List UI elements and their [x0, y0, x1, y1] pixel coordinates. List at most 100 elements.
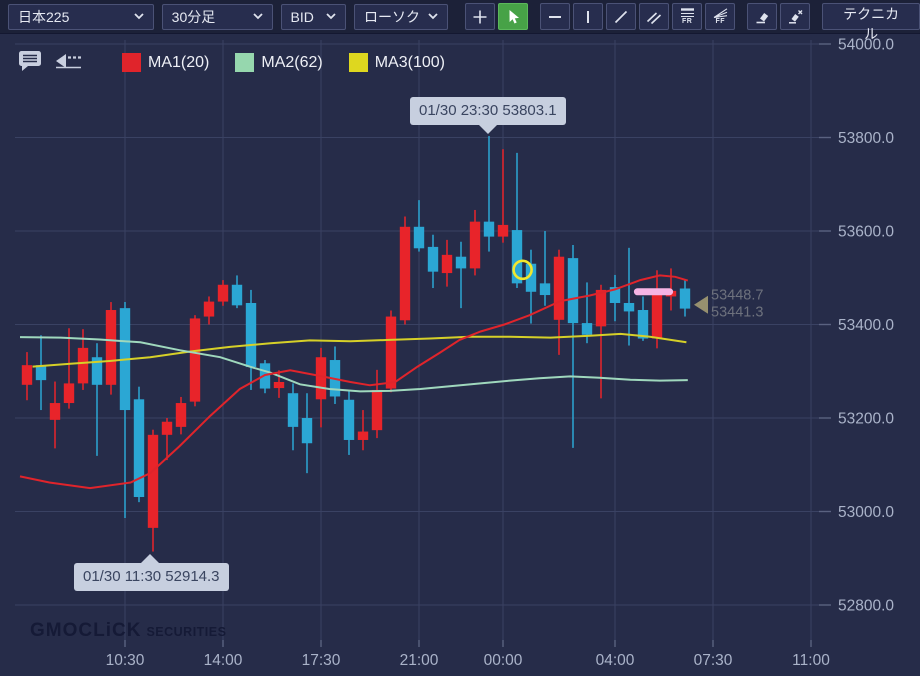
- y-axis-label: 54000.0: [838, 37, 894, 54]
- candle-body: [35, 365, 47, 381]
- trend-line-icon: [615, 10, 628, 23]
- current-price-label-upper: 53448.7: [711, 288, 763, 304]
- candle-body: [371, 389, 383, 431]
- candle-body: [315, 357, 327, 400]
- y-axis-label: 53800.0: [838, 130, 894, 147]
- crosshair-tool-button[interactable]: [464, 3, 496, 30]
- candle-body: [609, 287, 621, 303]
- erase-all-button[interactable]: [780, 3, 811, 30]
- x-axis-label: 07:30: [694, 652, 733, 669]
- candle-body: [63, 383, 75, 404]
- vertical-line-icon: [587, 10, 590, 23]
- candle-body: [161, 421, 173, 435]
- candle-body: [483, 221, 495, 237]
- candle-body: [105, 310, 117, 385]
- trend-line-tool-button[interactable]: [606, 3, 637, 30]
- y-axis-label: 53600.0: [838, 224, 894, 241]
- candle-body: [581, 323, 593, 335]
- ma1-label: MA1(20): [148, 53, 210, 71]
- candle-body: [273, 382, 285, 389]
- fibonacci-fan-icon: [713, 8, 728, 18]
- candle-body: [91, 357, 103, 385]
- price-type-select[interactable]: BID: [280, 3, 346, 30]
- candlestick-chart-canvas[interactable]: 54000.0 53800.0 53600.0 53400.0 53200.0 53000…: [0, 34, 920, 676]
- low-price-callout-text: 01/30 11:30 52914.3: [83, 568, 220, 585]
- candle-body: [427, 246, 439, 272]
- current-price-arrow-icon: [694, 295, 708, 314]
- candle-body: [441, 254, 453, 274]
- horizontal-line-tool-button[interactable]: [540, 3, 571, 30]
- ma2-label: MA2(62): [261, 53, 323, 71]
- eraser-all-icon: [789, 9, 803, 24]
- ma2-line: [19, 336, 688, 393]
- legend-item-ma2: MA2(62): [235, 53, 323, 72]
- legend-item-ma3: MA3(100): [348, 53, 445, 72]
- chevron-down-icon: [252, 13, 263, 20]
- chevron-down-icon: [428, 13, 438, 20]
- chart-type-select[interactable]: ローソク: [353, 3, 448, 30]
- ff-label: FF: [715, 18, 725, 25]
- drawn-ellipse-marker[interactable]: [512, 259, 533, 281]
- candle-body: [77, 347, 89, 384]
- instrument-select[interactable]: 日本225: [8, 3, 154, 30]
- candle-body: [217, 284, 229, 302]
- price-type-label: BID: [290, 8, 314, 25]
- candle-body: [567, 258, 579, 324]
- fr-label: FR: [682, 18, 693, 25]
- candle-body: [679, 288, 691, 309]
- timeframe-select[interactable]: 30分足: [161, 3, 273, 30]
- x-axis-label: 04:00: [596, 652, 635, 669]
- candle-body: [231, 284, 243, 306]
- candle-body: [49, 403, 61, 420]
- scroll-to-latest-icon[interactable]: [54, 53, 82, 72]
- candle-body: [539, 283, 551, 296]
- crosshair-icon: [473, 10, 487, 23]
- fibonacci-retracement-tool-button[interactable]: FR: [672, 3, 703, 30]
- toolbar: 日本225 30分足 BID ローソク: [0, 0, 920, 42]
- candle-body: [455, 256, 467, 269]
- ma3-color-swatch: [348, 53, 368, 72]
- chart-area: 54000.0 53800.0 53600.0 53400.0 53200.0 53000…: [0, 34, 920, 676]
- x-axis-label: 10:30: [106, 652, 145, 669]
- candle-body: [175, 403, 187, 427]
- technical-indicators-button[interactable]: テクニカル: [822, 3, 920, 42]
- gmo-click-logo: GMOCLiCK SECURITIES: [30, 620, 226, 642]
- candle-body: [525, 263, 537, 292]
- candle-body: [469, 221, 481, 269]
- chevron-down-icon: [326, 13, 336, 20]
- ma3-label: MA3(100): [374, 53, 445, 71]
- candle-body: [203, 301, 215, 317]
- instrument-label: 日本225: [18, 8, 70, 25]
- ma1-line: [19, 274, 689, 490]
- ma2-color-swatch: [235, 53, 255, 72]
- chart-type-label: ローソク: [363, 8, 420, 25]
- logo-brand-text: GMOCLiCK: [30, 620, 142, 641]
- vertical-line-tool-button[interactable]: [573, 3, 604, 30]
- candle-body: [287, 393, 299, 427]
- parallel-lines-tool-button[interactable]: [639, 3, 670, 30]
- candle-body: [343, 399, 355, 440]
- chevron-down-icon: [134, 13, 144, 20]
- x-axis-label: 11:00: [792, 652, 830, 669]
- fibonacci-fan-tool-button[interactable]: FF: [705, 3, 736, 30]
- chat-bubble-icon[interactable]: [18, 50, 44, 75]
- fibonacci-retracement-icon: [680, 8, 694, 18]
- horizontal-line-icon: [549, 15, 562, 18]
- candle-body: [21, 365, 33, 385]
- candle-body: [511, 230, 523, 284]
- x-axis-label: 17:30: [302, 652, 341, 669]
- timeframe-label: 30分足: [171, 8, 216, 25]
- cursor-tool-button[interactable]: [498, 3, 529, 30]
- candle-body: [301, 418, 313, 444]
- logo-suffix-text: SECURITIES: [146, 625, 227, 639]
- low-price-callout: 01/30 11:30 52914.3: [74, 554, 229, 591]
- candle-body: [245, 302, 257, 368]
- parallel-lines-icon: [647, 11, 662, 24]
- x-axis-label: 14:00: [204, 652, 243, 669]
- candle-body: [385, 316, 397, 389]
- y-axis-label: 52800.0: [838, 598, 894, 615]
- erase-object-button[interactable]: [747, 3, 778, 30]
- candle-body: [623, 302, 635, 312]
- high-price-callout-text: 01/30 23:30 53803.1: [419, 102, 557, 119]
